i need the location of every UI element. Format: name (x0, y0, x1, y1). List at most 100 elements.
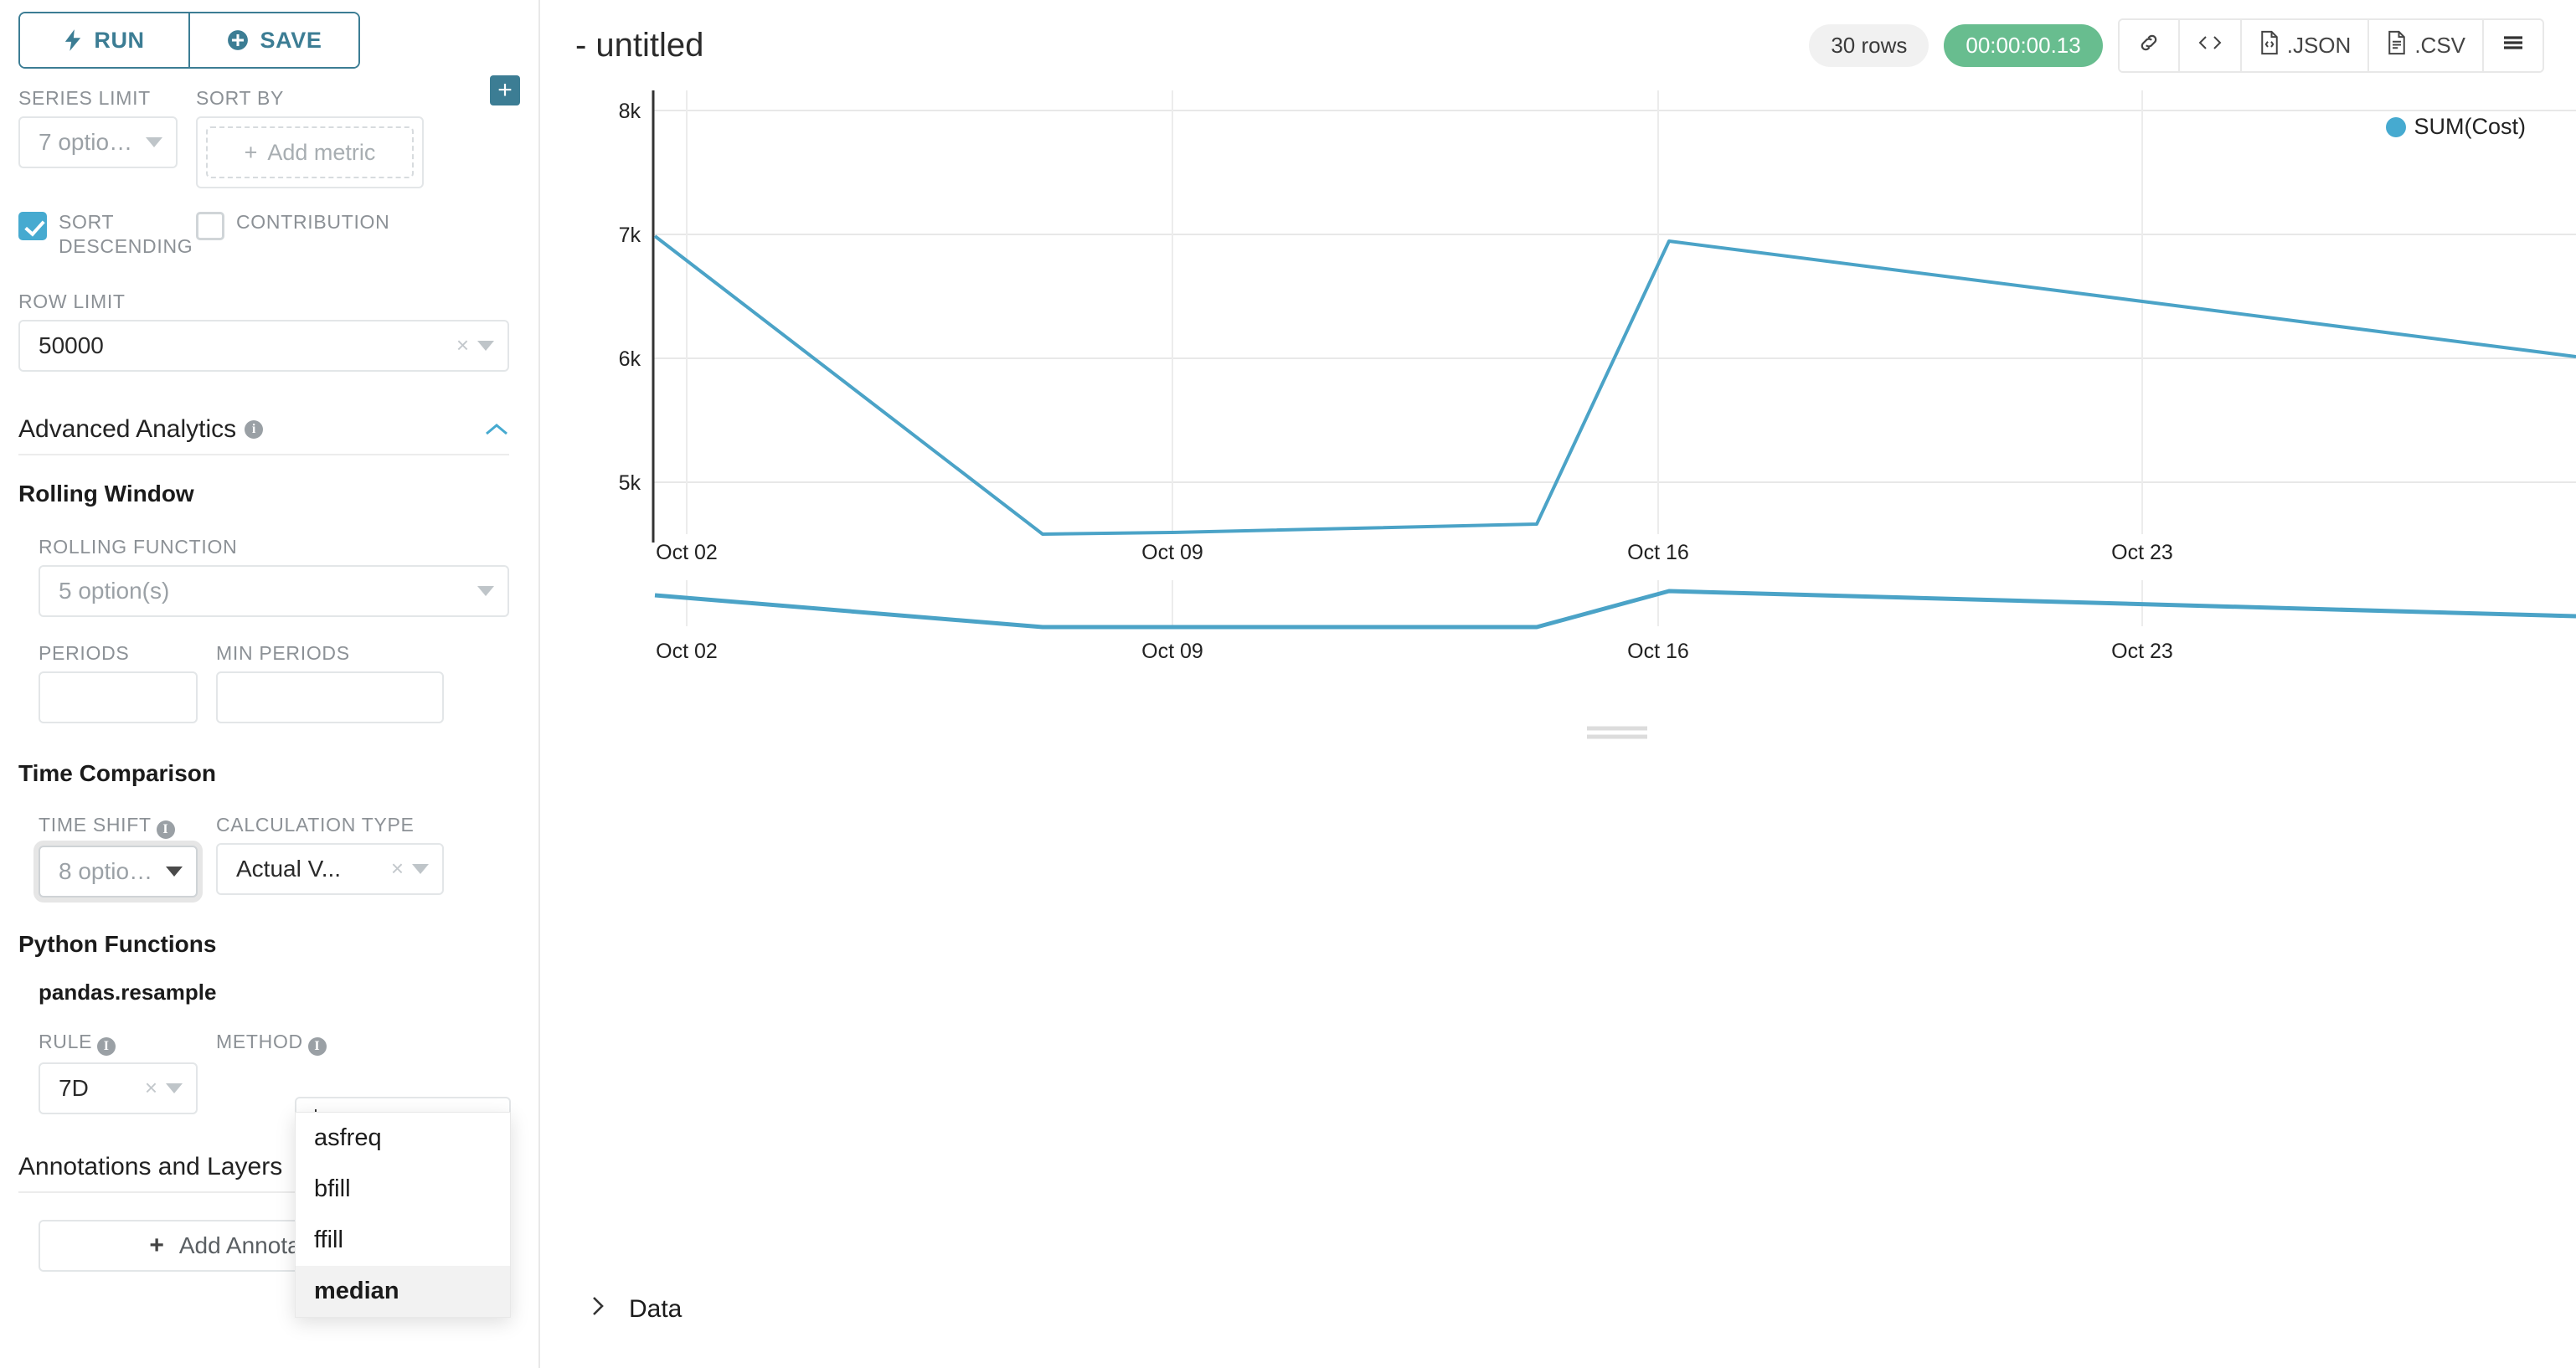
clear-icon[interactable]: × (144, 1075, 157, 1100)
view-query-button[interactable] (2177, 19, 2240, 71)
drag-handle-icon[interactable] (1587, 726, 1647, 739)
method-options-dropdown[interactable]: asfreq bfill ffill median (295, 1112, 511, 1318)
code-icon (2197, 32, 2223, 59)
json-icon (2259, 30, 2280, 61)
row-limit-select[interactable]: 50000 × (18, 319, 509, 372)
chevron-up-icon[interactable] (484, 415, 509, 444)
row-limit-label: ROW LIMIT (18, 290, 126, 312)
brush-xtick-oct23: Oct 23 (2111, 640, 2173, 663)
data-panel-toggle[interactable]: Data (540, 1251, 2576, 1368)
chart-plot-area[interactable]: 8k 7k 6k 5k Oct 02 Oct 09 Oct 16 Oct 23 (540, 74, 2576, 1212)
save-button[interactable]: SAVE (188, 13, 358, 67)
save-button-label: SAVE (260, 27, 322, 53)
control-panel-sidebar: RUN SAVE + SERIES LIMIT 7 option(s) (0, 0, 540, 1368)
download-json-button[interactable]: .JSON (2239, 19, 2368, 71)
method-label: METHOD i (216, 1031, 444, 1056)
chevron-down-icon (146, 137, 162, 147)
export-button-group: .JSON .CSV (2117, 18, 2544, 73)
plus-circle-icon (227, 29, 249, 51)
calculation-type-label: CALCULATION TYPE (216, 813, 415, 836)
clear-icon[interactable]: × (390, 856, 404, 881)
periods-label: PERIODS (39, 641, 130, 664)
calculation-type-select[interactable]: Actual V... × (216, 842, 444, 895)
plus-icon: + (497, 76, 513, 104)
method-option-ffill[interactable]: ffill (314, 1227, 343, 1253)
info-icon[interactable]: i (307, 1036, 327, 1056)
contribution-label: CONTRIBUTION (236, 211, 390, 233)
query-timer-badge: 00:00:00.13 (1944, 23, 2103, 67)
rolling-window-title: Rolling Window (18, 480, 194, 507)
xtick-oct16: Oct 16 (1627, 541, 1689, 564)
time-shift-select[interactable]: 8 option(s) (39, 845, 198, 897)
menu-icon (2501, 33, 2526, 59)
json-label: .JSON (2286, 32, 2352, 58)
brush-xtick-oct09: Oct 09 (1141, 640, 1203, 663)
download-csv-button[interactable]: .CSV (2367, 19, 2482, 71)
x-axis-ticks: Oct 02 Oct 09 Oct 16 Oct 23 (656, 541, 2173, 564)
chart-legend[interactable]: SUM(Cost) (2385, 114, 2526, 140)
info-icon[interactable]: i (97, 1036, 116, 1056)
min-periods-label: MIN PERIODS (216, 641, 350, 664)
method-option-median[interactable]: median (296, 1266, 510, 1317)
sort-descending-checkbox[interactable] (18, 212, 47, 240)
clear-icon[interactable]: × (456, 332, 469, 357)
annotations-section-header[interactable]: Annotations and Layers (18, 1153, 509, 1181)
ytick-6k: 6k (619, 347, 641, 371)
legend-color-swatch (2385, 116, 2406, 137)
method-option-bfill[interactable]: bfill (314, 1175, 351, 1202)
series-limit-select[interactable]: 7 option(s) (18, 116, 178, 168)
contribution-checkbox-row[interactable]: CONTRIBUTION (196, 210, 424, 240)
sort-by-dropzone[interactable]: + Add metric (196, 116, 424, 188)
data-panel-label: Data (629, 1295, 683, 1323)
add-metric-button[interactable]: + Add metric (206, 126, 414, 178)
add-sort-by-button[interactable]: + (490, 75, 520, 105)
sort-descending-checkbox-row[interactable]: SORT DESCENDING (18, 210, 193, 259)
series-line-sum-cost[interactable] (653, 234, 2576, 536)
rule-label: RULE i (39, 1031, 198, 1056)
time-shift-label: TIME SHIFT i (39, 814, 198, 839)
add-metric-label: Add metric (267, 139, 376, 165)
x-gridlines (686, 90, 2143, 534)
rolling-function-label: ROLLING FUNCTION (39, 535, 238, 558)
page-title[interactable]: - untitled (575, 26, 704, 64)
chart-header-bar: - untitled 30 rows 00:00:00.13 (540, 0, 2576, 90)
contribution-checkbox[interactable] (196, 212, 224, 240)
y-gridlines (653, 110, 2576, 483)
line-chart-svg[interactable]: 8k 7k 6k 5k Oct 02 Oct 09 Oct 16 Oct 23 (540, 74, 2576, 1095)
chart-brush-minimap[interactable]: Oct 02 Oct 09 Oct 16 Oct 23 (654, 580, 2576, 739)
info-icon[interactable]: i (245, 419, 264, 439)
time-comparison-title: Time Comparison (18, 759, 216, 786)
time-shift-value: 8 option(s) (59, 857, 157, 884)
chevron-down-icon (477, 340, 494, 351)
method-option-asfreq[interactable]: asfreq (314, 1124, 382, 1151)
more-options-button[interactable] (2482, 19, 2543, 71)
rule-select[interactable]: 7D × (39, 1062, 198, 1114)
header-actions: 30 rows 00:00:00.13 (1809, 18, 2544, 73)
min-periods-input[interactable] (216, 671, 444, 723)
calculation-type-value: Actual V... (236, 855, 342, 882)
advanced-analytics-section-header[interactable]: Advanced Analytics i (18, 415, 509, 444)
xtick-oct02: Oct 02 (656, 541, 718, 564)
csv-label: .CSV (2414, 32, 2465, 58)
bolt-icon (64, 28, 82, 52)
series-limit-label: SERIES LIMIT (18, 87, 151, 109)
chevron-right-icon[interactable] (589, 1293, 607, 1325)
ytick-7k: 7k (619, 224, 641, 247)
run-button-label: RUN (94, 27, 145, 53)
rolling-function-select[interactable]: 5 option(s) (39, 564, 509, 617)
chart-main-panel: - untitled 30 rows 00:00:00.13 (540, 0, 2576, 1368)
ytick-5k: 5k (619, 471, 641, 495)
plus-icon: + (149, 1231, 164, 1259)
brush-x-ticks: Oct 02 Oct 09 Oct 16 Oct 23 (656, 640, 2173, 663)
rolling-function-value: 5 option(s) (59, 577, 170, 604)
periods-input[interactable] (39, 671, 198, 723)
run-button[interactable]: RUN (20, 13, 188, 67)
chevron-down-icon (166, 1083, 183, 1093)
info-icon[interactable]: i (156, 820, 175, 839)
plus-icon: + (244, 139, 258, 165)
chevron-down-icon (477, 585, 494, 596)
copy-link-button[interactable] (2119, 19, 2178, 71)
row-limit-value: 50000 (39, 332, 104, 358)
advanced-analytics-title: Advanced Analytics (18, 414, 237, 443)
pandas-resample-label: pandas.resample (39, 979, 217, 1005)
